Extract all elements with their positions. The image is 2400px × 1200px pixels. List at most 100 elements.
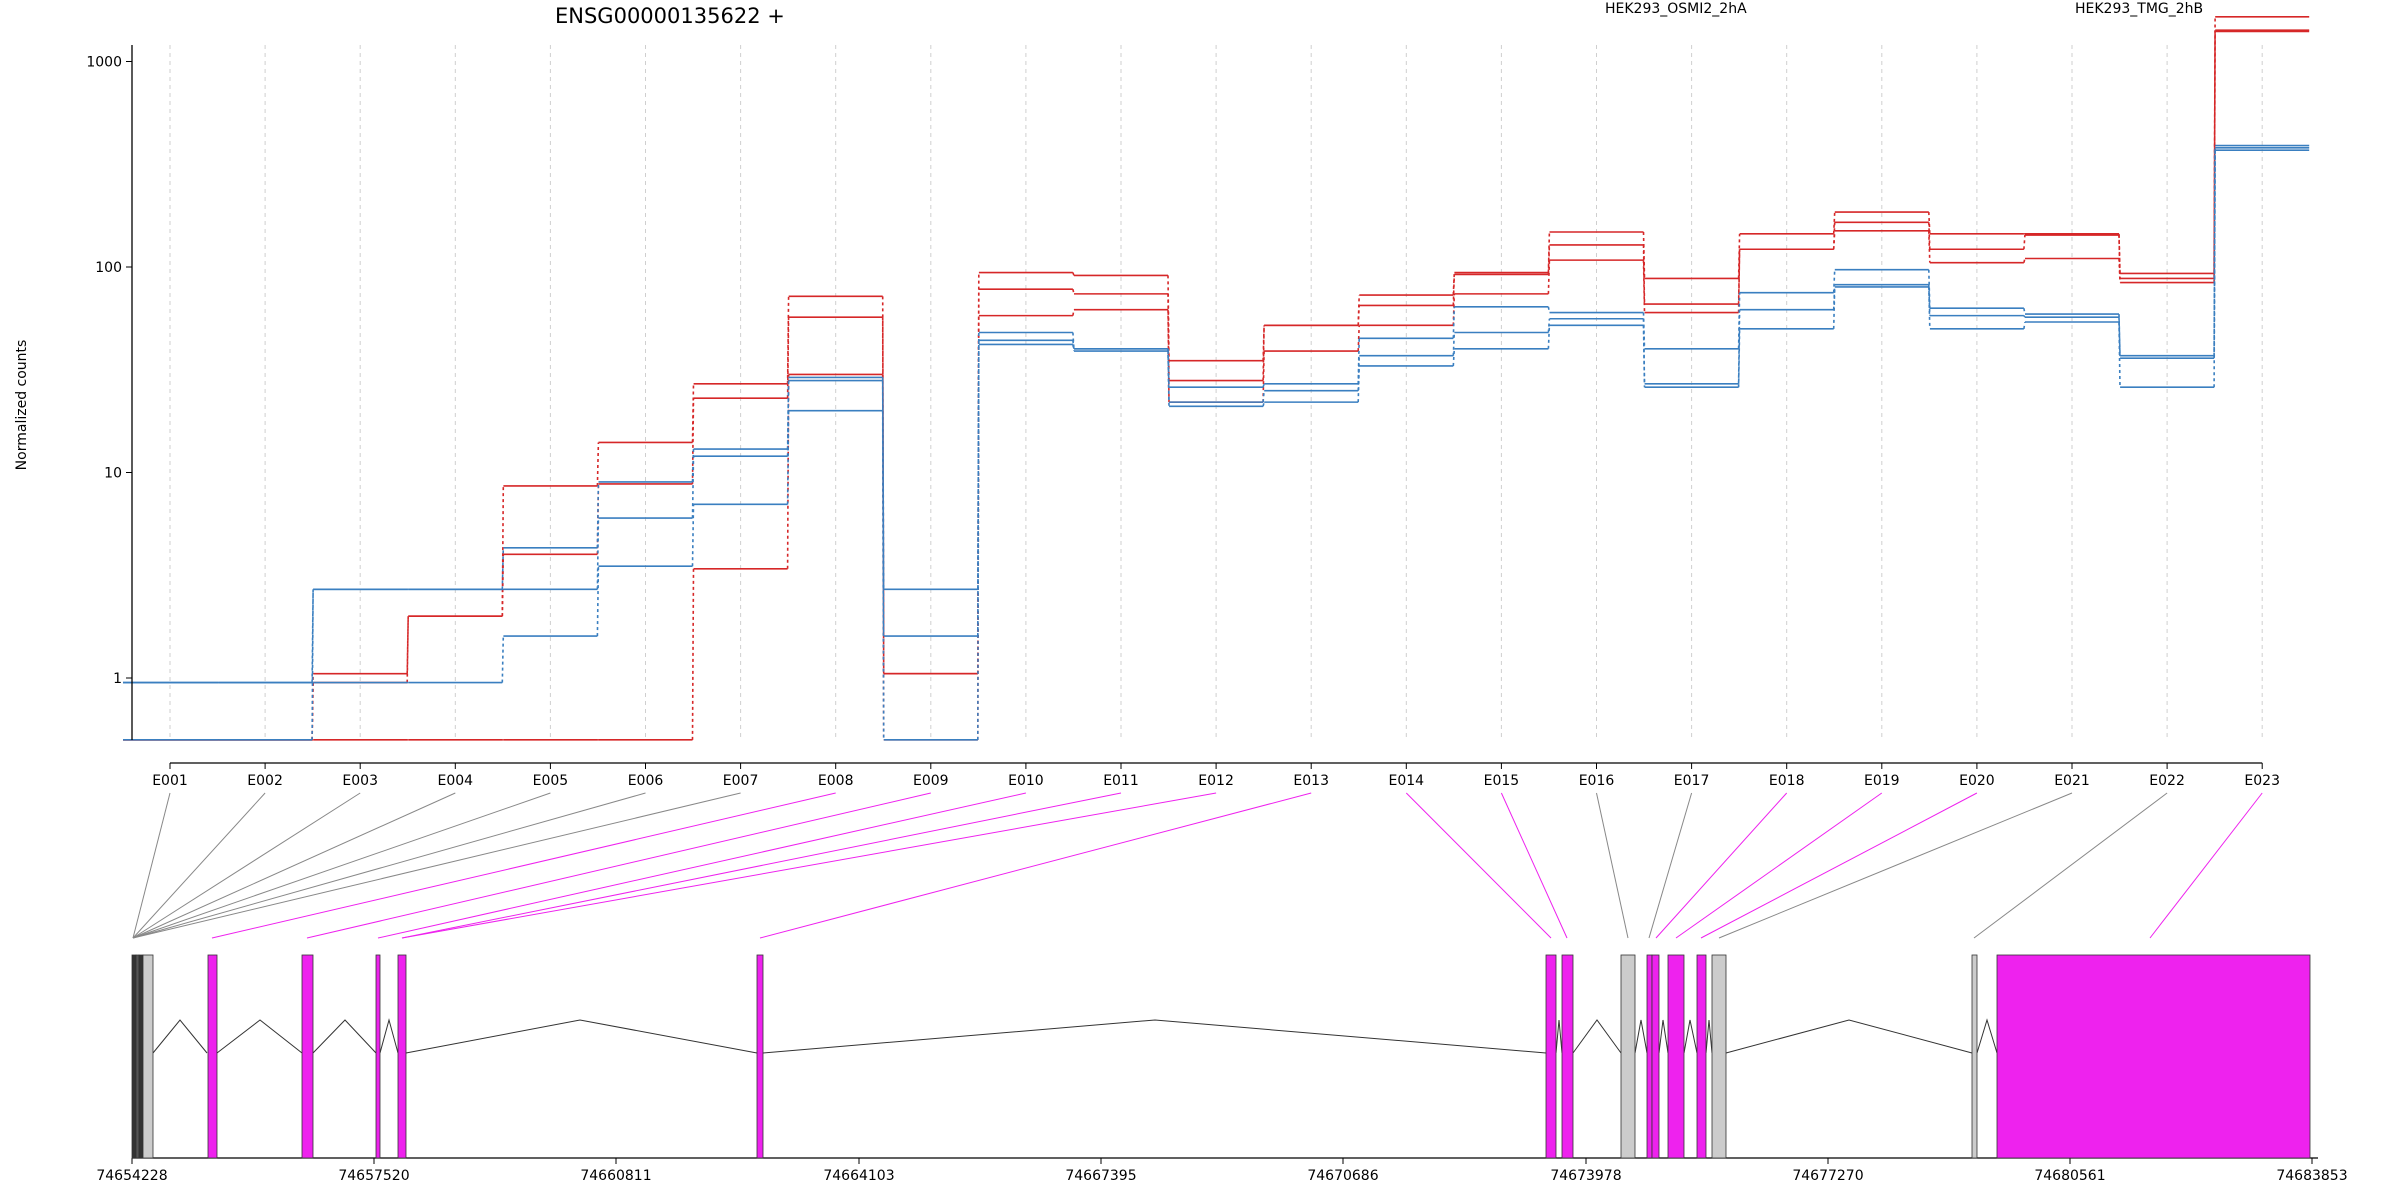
intron-6 [1555,1019,1563,1054]
y-tick-label-10: 10 [104,466,122,482]
x-tick-label-E001: E001 [152,773,188,789]
x-tick-label-E022: E022 [2149,773,2185,789]
connector-E014 [1405,792,1552,939]
intron-2 [312,1019,377,1054]
intron-4 [405,1019,758,1054]
genome-tick-label-4: 74667395 [1065,1168,1136,1184]
connector-E023 [2149,792,2263,939]
connector-E003 [132,792,361,939]
genome-tick-label-0: 74654228 [96,1168,167,1184]
exon-block-13 [1651,954,1660,1159]
x-tick-label-E009: E009 [913,773,949,789]
connector-E006 [132,792,646,939]
x-tick-label-E021: E021 [2054,773,2090,789]
genome-tick-label-1: 74657520 [338,1168,409,1184]
x-tick-label-E016: E016 [1579,773,1615,789]
y-tick-label-100: 100 [95,260,122,276]
exon-block-6 [375,954,381,1159]
legend-entry-tmg: HEK293_TMG_2hB [2075,1,2203,17]
intron-0 [152,1019,208,1054]
connector-E005 [132,792,551,939]
series-0-levels [123,30,2310,741]
connector-E016 [1596,792,1629,939]
y-tick-label-1: 1 [113,671,122,687]
intron-5 [762,1019,1547,1054]
genome-tick-label-7: 74677270 [1792,1168,1863,1184]
exon-block-14 [1667,954,1685,1159]
x-tick-label-E010: E010 [1008,773,1044,789]
exon-block-1 [135,954,140,1159]
genome-tick-label-9: 74683853 [2276,1168,2347,1184]
connector-E018 [1655,792,1788,939]
x-tick-label-E012: E012 [1198,773,1234,789]
x-tick-label-E002: E002 [247,773,283,789]
intron-9 [1658,1019,1669,1054]
exon-block-17 [1971,954,1978,1159]
genome-tick-label-3: 74664103 [823,1168,894,1184]
connector-E017 [1648,792,1693,939]
connector-E012 [401,792,1217,939]
genome-tick-label-8: 74680561 [2034,1168,2105,1184]
chart-title: ENSG00000135622 + [555,4,785,28]
x-tick-label-E007: E007 [723,773,759,789]
connector-E015 [1500,792,1568,939]
exon-block-8 [756,954,764,1159]
gene-model: 74654228 74657520 74660811 74664103 74667395… [96,954,2348,1184]
exon-block-18 [1996,954,2311,1159]
exon-block-3 [142,954,154,1159]
intron-13 [1976,1018,1998,1054]
x-tick-label-E005: E005 [533,773,569,789]
x-tick-label-E019: E019 [1864,773,1900,789]
x-tick-label-E006: E006 [628,773,664,789]
x-tick-label-E014: E014 [1389,773,1425,789]
genome-tick-label-5: 74670686 [1307,1168,1378,1184]
x-tick-label-E003: E003 [342,773,378,789]
exon-block-15 [1696,954,1707,1159]
x-tick-label-E015: E015 [1484,773,1520,789]
connector-E022 [1973,792,2168,939]
intron-8 [1634,1019,1648,1054]
legend-entry-osmi2: HEK293_OSMI2_2hA [1605,1,1747,17]
exon-connectors [132,792,2263,939]
connector-E002 [132,792,266,939]
exon-block-0 [131,954,137,1159]
exon-block-5 [301,954,314,1159]
genome-tick-label-6: 74673978 [1550,1168,1621,1184]
connector-E009 [306,792,931,939]
intron-10 [1683,1019,1698,1054]
exon-block-2 [138,954,144,1159]
series-lines [123,16,2310,741]
connector-E004 [132,792,456,939]
x-tick-label-E023: E023 [2244,773,2280,789]
exon-block-9 [1545,954,1557,1159]
exon-block-16 [1711,954,1727,1159]
x-tick-label-E017: E017 [1674,773,1710,789]
connector-E021 [1718,792,2073,939]
intron-3 [379,1018,399,1054]
y-tick-label-1000: 1000 [86,55,122,71]
connector-E019 [1675,792,1883,939]
x-tick-label-E013: E013 [1293,773,1329,789]
series-5-levels [123,144,2310,741]
x-tick-label-E004: E004 [438,773,474,789]
axes: 1 10 100 1000 E001 E002 E003 E004 E005 E006 E007 E0… [86,45,2280,789]
exon-block-7 [397,954,407,1159]
connector-E007 [132,792,741,939]
exon-gridlines [169,45,2263,740]
x-tick-label-E020: E020 [1959,773,1995,789]
y-axis-label: Normalized counts [14,340,30,471]
genome-tick-label-2: 74660811 [580,1168,651,1184]
exon-block-10 [1561,954,1574,1159]
x-tick-label-E011: E011 [1103,773,1139,789]
exon-block-11 [1620,954,1636,1159]
connector-E010 [377,792,1027,939]
x-tick-label-E008: E008 [818,773,854,789]
connector-E011 [401,792,1122,939]
intron-7 [1572,1019,1622,1054]
series-5-steps [217,145,2216,741]
exon-block-12 [1646,954,1653,1159]
connector-E001 [132,792,171,939]
x-tick-label-E018: E018 [1769,773,1805,789]
intron-1 [216,1019,303,1054]
